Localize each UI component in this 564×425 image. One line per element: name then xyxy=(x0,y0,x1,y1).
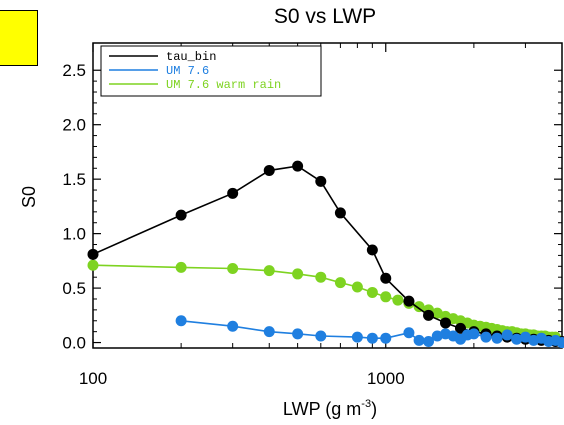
data-point xyxy=(315,330,327,342)
data-point xyxy=(175,315,187,327)
data-point xyxy=(87,248,99,260)
data-point xyxy=(263,326,275,338)
x-axis-label-exponent: -3 xyxy=(361,398,371,410)
data-point xyxy=(334,207,346,219)
chart-title: S0 vs LWP xyxy=(274,5,376,28)
data-point xyxy=(292,328,304,340)
data-point xyxy=(380,272,392,284)
y-tick-label: 2.5 xyxy=(62,61,86,80)
series-um-7-6 xyxy=(175,315,564,349)
y-tick-label: 0.0 xyxy=(62,334,86,353)
data-point xyxy=(423,335,435,347)
y-tick-label: 0.5 xyxy=(62,279,86,298)
series-tau-bin xyxy=(87,160,564,347)
highlight-box xyxy=(0,10,38,66)
y-tick-label: 1.5 xyxy=(62,170,86,189)
data-point xyxy=(175,261,187,273)
legend-label: tau_bin xyxy=(166,50,216,64)
data-point xyxy=(380,332,392,344)
y-tick-label: 1.0 xyxy=(62,225,86,244)
data-point xyxy=(501,329,513,341)
x-tick-label: 1000 xyxy=(367,369,405,388)
data-point xyxy=(556,337,564,349)
plot-area-frame xyxy=(92,42,563,349)
data-point xyxy=(366,332,378,344)
x-axis-label-main: LWP (g m xyxy=(283,399,361,419)
data-point xyxy=(440,317,452,329)
data-point xyxy=(491,332,503,344)
x-tick-label: 100 xyxy=(79,369,107,388)
x-axis-label-close: ) xyxy=(371,399,377,419)
data-point xyxy=(511,333,523,345)
legend-label: UM 7.6 warm rain xyxy=(166,78,281,92)
data-point xyxy=(480,331,492,343)
data-point xyxy=(263,265,275,277)
data-point xyxy=(334,277,346,289)
data-point xyxy=(413,301,425,313)
y-tick-label: 2.0 xyxy=(62,116,86,135)
data-point xyxy=(468,328,480,340)
data-point xyxy=(315,271,327,283)
data-point xyxy=(292,268,304,280)
x-axis-label: LWP (g m-3) xyxy=(283,398,377,419)
data-point xyxy=(227,187,239,199)
data-point xyxy=(292,160,304,172)
data-point xyxy=(366,286,378,298)
data-point xyxy=(366,244,378,256)
legend-label: UM 7.6 xyxy=(166,64,209,78)
data-point xyxy=(263,164,275,176)
data-point xyxy=(454,322,466,334)
data-point xyxy=(227,320,239,332)
data-point xyxy=(392,294,404,306)
data-point xyxy=(227,262,239,274)
data-point xyxy=(351,281,363,293)
data-point xyxy=(423,309,435,321)
y-axis-label: S0 xyxy=(19,186,39,208)
data-point xyxy=(351,331,363,343)
series-line xyxy=(92,165,562,343)
data-point xyxy=(87,259,99,271)
data-point xyxy=(315,175,327,187)
legend-box xyxy=(100,45,322,97)
data-point xyxy=(380,291,392,303)
data-point xyxy=(175,209,187,221)
data-point xyxy=(413,334,425,346)
data-point xyxy=(403,327,415,339)
data-point xyxy=(403,295,415,307)
